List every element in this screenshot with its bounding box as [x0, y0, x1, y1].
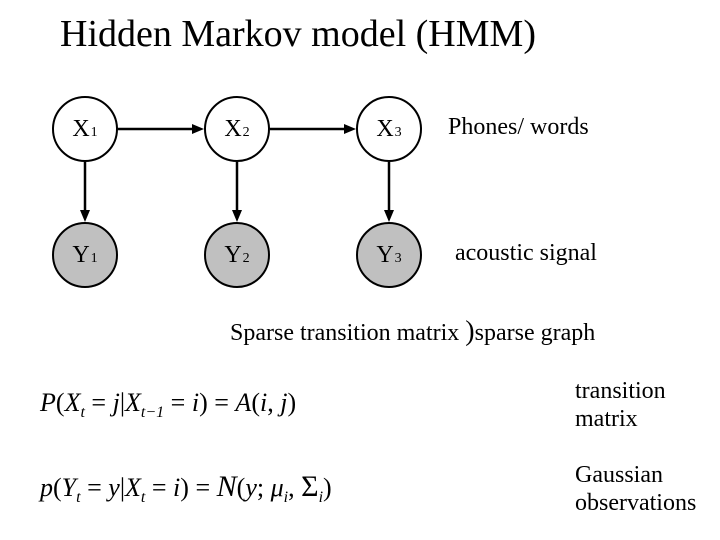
ft-open: (: [56, 388, 65, 417]
fe-close: ): [180, 473, 189, 502]
node-x1-label: X 1: [72, 116, 97, 143]
note-transition-l2: matrix: [575, 406, 638, 432]
fe-Xt: X: [125, 473, 141, 502]
edge-x2-x3: [270, 124, 356, 134]
node-y2: Y 2: [204, 222, 270, 288]
ft-eq2: =: [164, 388, 192, 417]
sparse-arrow-glyph: ): [465, 316, 474, 347]
ft-comma: ,: [267, 388, 280, 417]
ft-close: ): [199, 388, 208, 417]
formula-transition: P(Xt = j|Xt−1 = i) = A(i, j): [40, 388, 296, 422]
ft-eq3: =: [208, 388, 236, 417]
fe-open: (: [53, 473, 62, 502]
node-y3-base: Y: [376, 242, 393, 269]
ft-j: j: [113, 388, 120, 417]
node-x1-base: X: [72, 116, 89, 143]
fe-N: N: [217, 470, 237, 503]
node-y3-sub: 3: [395, 251, 402, 267]
sparse-left: Sparse transition matrix: [230, 320, 465, 346]
node-x2-base: X: [224, 116, 241, 143]
fe-Yt: Y: [62, 473, 76, 502]
ft-Xt: X: [65, 388, 81, 417]
note-gaussian: Gaussian observations: [575, 462, 696, 517]
fe-mu: μ: [271, 473, 284, 502]
edge-x1-y1: [80, 162, 90, 222]
note-gaussian-l1: Gaussian: [575, 462, 663, 488]
node-y1-label: Y 1: [72, 242, 97, 269]
fe-open2: (: [237, 473, 246, 502]
fe-eq2: =: [145, 473, 173, 502]
ft-eq1: =: [85, 388, 113, 417]
fe-eq3: =: [189, 473, 217, 502]
note-transition: transition matrix: [575, 378, 666, 433]
fe-comma: ,: [288, 473, 301, 502]
formula-emission: p(Yt = y|Xt = i) = N(y; μi, Σi): [40, 470, 332, 507]
node-x2: X 2: [204, 96, 270, 162]
fe-Sigma: Σ: [301, 470, 318, 503]
node-y2-base: Y: [224, 242, 241, 269]
row-label-observed: acoustic signal: [455, 240, 597, 267]
node-y2-label: Y 2: [224, 242, 249, 269]
fe-close2: ): [323, 473, 332, 502]
edge-x3-y3: [384, 162, 394, 222]
ft-close2: ): [287, 388, 296, 417]
ft-P: P: [40, 388, 56, 417]
fe-p: p: [40, 473, 53, 502]
node-y1: Y 1: [52, 222, 118, 288]
node-x3-base: X: [376, 116, 393, 143]
fe-semi: ;: [257, 473, 271, 502]
edge-x1-x2: [118, 124, 204, 134]
fe-y: y: [108, 473, 120, 502]
node-x2-label: X 2: [224, 116, 249, 143]
ft-tm1: t−1: [141, 404, 164, 421]
sparse-line: Sparse transition matrix )sparse graph: [230, 316, 595, 348]
ft-open2: (: [251, 388, 260, 417]
fe-eq1: =: [81, 473, 109, 502]
node-x3-sub: 3: [395, 125, 402, 141]
ft-A: A: [235, 388, 251, 417]
node-x3: X 3: [356, 96, 422, 162]
fe-y2: y: [245, 473, 257, 502]
node-y1-base: Y: [72, 242, 89, 269]
node-x1: X 1: [52, 96, 118, 162]
node-x3-label: X 3: [376, 116, 401, 143]
sparse-right: sparse graph: [475, 320, 596, 346]
ft-Xtm1: X: [125, 388, 141, 417]
ft-i: i: [192, 388, 199, 417]
note-gaussian-l2: observations: [575, 490, 696, 516]
node-y3-label: Y 3: [376, 242, 401, 269]
node-y1-sub: 1: [91, 251, 98, 267]
edge-x2-y2: [232, 162, 242, 222]
note-transition-l1: transition: [575, 378, 666, 404]
node-y2-sub: 2: [243, 251, 250, 267]
page-title: Hidden Markov model (HMM): [60, 12, 536, 56]
node-x1-sub: 1: [91, 125, 98, 141]
node-y3: Y 3: [356, 222, 422, 288]
row-label-hidden: Phones/ words: [448, 114, 589, 141]
node-x2-sub: 2: [243, 125, 250, 141]
